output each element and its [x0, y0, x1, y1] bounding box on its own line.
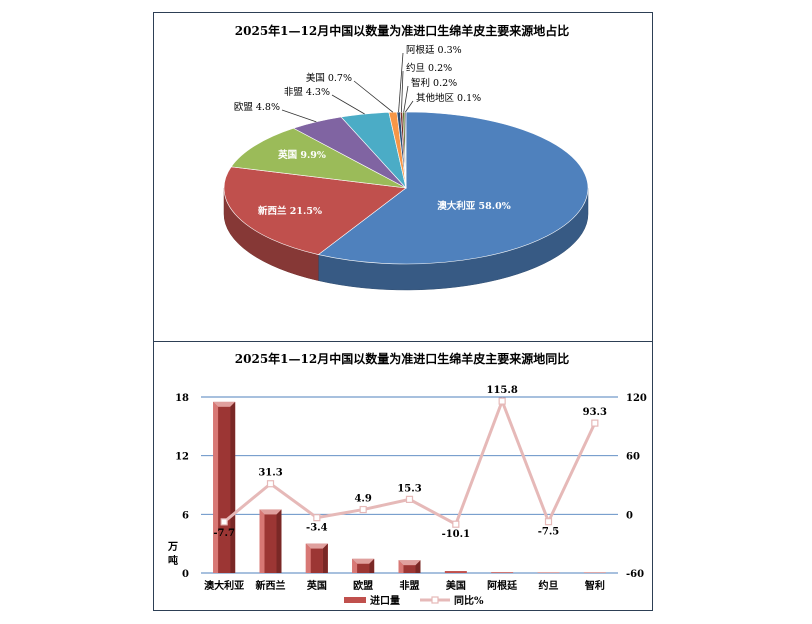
pie-title: 2025年1—12月中国以数量为准进口生绵羊皮主要来源地占比	[235, 23, 569, 38]
bar-5	[444, 571, 467, 573]
y-axis-unit-label: 万吨	[167, 541, 178, 567]
pie-leader-7	[401, 70, 404, 113]
yoy-marker-3	[359, 505, 367, 514]
yoy-marker-2	[313, 514, 321, 522]
x-tick-7: 约旦	[539, 579, 559, 592]
yoy-marker-1	[266, 480, 275, 488]
pie-leader-8	[403, 85, 409, 113]
yoy-data-label-2: -3.4	[306, 523, 328, 534]
pie-chart: 2025年1—12月中国以数量为准进口生绵羊皮主要来源地占比 澳大利亚 58.0…	[223, 23, 589, 291]
pie-slice-0	[317, 111, 589, 265]
y2-tick-1: 0	[626, 510, 633, 521]
y-tick-2: 12	[175, 452, 189, 463]
yoy-data-label-4: 15.3	[397, 483, 421, 494]
pie-label-0: 澳大利亚 58.0%	[437, 200, 510, 212]
x-tick-5: 美国	[446, 579, 466, 592]
pie-leader-4	[331, 94, 365, 115]
legend-bar-swatch	[344, 597, 366, 603]
yoy-line	[223, 396, 597, 527]
bar-chart: 2025年1—12月中国以数量为准进口生绵羊皮主要来源地同比 0 6 12 18 -6…	[167, 351, 647, 607]
y-tick-0: 0	[182, 569, 189, 580]
yoy-marker-7	[544, 518, 553, 526]
y-tick-3: 18	[175, 393, 189, 404]
pie-chart-panel: 2025年1—12月中国以数量为准进口生绵羊皮主要来源地占比 澳大利亚 58.0…	[153, 12, 653, 342]
pie-label-8: 智利 0.2%	[411, 77, 457, 89]
pie-label-2: 英国 9.9%	[278, 149, 326, 161]
x-tick-0: 澳大利亚	[204, 579, 244, 592]
pie-label-4: 非盟 4.3%	[284, 86, 330, 98]
x-tick-1: 新西兰	[256, 579, 286, 592]
x-tick-4: 非盟	[400, 579, 420, 592]
yoy-marker-0	[220, 518, 228, 526]
pie-slice-9	[404, 111, 407, 189]
pie-label-6: 阿根廷 0.3%	[406, 44, 462, 56]
bar-0	[213, 401, 236, 573]
pie-label-9: 其他地区 0.1%	[416, 92, 481, 104]
bar-3	[352, 558, 375, 573]
x-tick-6: 阿根廷	[487, 579, 518, 592]
y2-tick-2: 60	[626, 452, 640, 463]
chart-legend: 进口量 同比%	[344, 594, 484, 607]
yoy-data-label-1: 31.3	[258, 468, 282, 479]
pie-leader-9	[405, 100, 414, 113]
pie-label-3: 欧盟 4.8%	[234, 101, 280, 113]
x-tick-2: 英国	[306, 579, 327, 592]
x-tick-3: 欧盟	[353, 579, 373, 592]
pie-leader-6	[398, 52, 404, 113]
yoy-data-label-8: 93.3	[583, 407, 607, 418]
yoy-data-label-5: -10.1	[442, 529, 471, 540]
y2-tick-3: 120	[626, 393, 647, 404]
yoy-marker-6	[498, 397, 506, 405]
legend-bar-label: 进口量	[370, 594, 400, 607]
pie-label-1: 新西兰 21.5%	[258, 205, 322, 217]
yoy-data-label-3: 4.9	[354, 494, 371, 505]
y-tick-1: 6	[182, 510, 189, 521]
yoy-marker-5	[452, 520, 460, 528]
x-tick-8: 智利	[585, 579, 605, 592]
pie-leader-5	[353, 80, 394, 113]
bar-title: 2025年1—12月中国以数量为准进口生绵羊皮主要来源地同比	[235, 351, 569, 366]
pie-leader-3	[281, 109, 317, 123]
legend-line-label: 同比%	[454, 594, 484, 607]
yoy-data-label-0: -7.7	[213, 528, 235, 539]
bar-chart-panel: 2025年1—12月中国以数量为准进口生绵羊皮主要来源地同比 0 6 12 18 -6…	[153, 341, 653, 611]
y2-tick-0: -60	[626, 569, 644, 580]
bar-2	[305, 543, 328, 573]
yoy-marker-8	[591, 419, 599, 427]
yoy-data-label-7: -7.5	[538, 527, 560, 538]
pie-slice-2	[230, 127, 407, 189]
pie-label-5: 美国 0.7%	[306, 72, 352, 84]
bar-6	[491, 572, 514, 573]
bar-4	[398, 560, 421, 573]
bar-1	[259, 509, 282, 573]
yoy-data-label-6: 115.8	[487, 385, 518, 396]
yoy-marker-4	[405, 495, 414, 503]
pie-slice-1	[223, 166, 407, 255]
pie-label-7: 约旦 0.2%	[406, 62, 452, 74]
